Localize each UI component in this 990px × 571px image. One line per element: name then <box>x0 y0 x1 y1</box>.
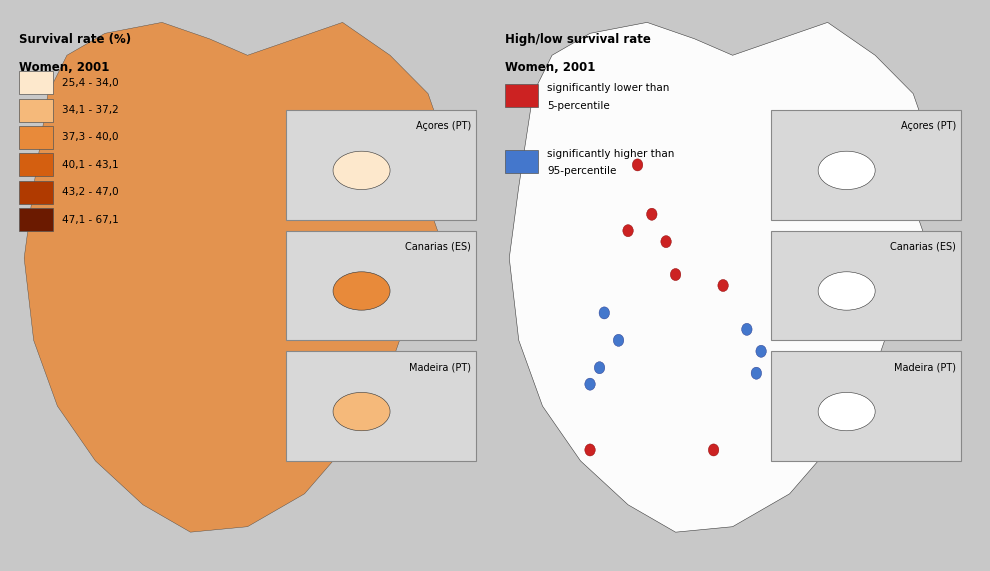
Ellipse shape <box>633 159 643 171</box>
Ellipse shape <box>333 151 390 190</box>
Ellipse shape <box>585 444 595 456</box>
Ellipse shape <box>333 272 390 310</box>
Text: 37,3 - 40,0: 37,3 - 40,0 <box>62 132 119 143</box>
FancyBboxPatch shape <box>770 231 960 340</box>
Polygon shape <box>24 22 447 532</box>
Bar <box>20 208 52 231</box>
Ellipse shape <box>718 279 729 292</box>
Ellipse shape <box>585 378 595 390</box>
Bar <box>20 126 52 149</box>
Text: Women, 2001: Women, 2001 <box>20 61 110 74</box>
Text: significantly lower than: significantly lower than <box>547 83 669 93</box>
Text: 95-percentile: 95-percentile <box>547 167 617 176</box>
Text: Açores (PT): Açores (PT) <box>416 121 471 131</box>
FancyBboxPatch shape <box>285 351 475 461</box>
Ellipse shape <box>333 392 390 431</box>
Text: 40,1 - 43,1: 40,1 - 43,1 <box>62 160 119 170</box>
Ellipse shape <box>614 334 624 347</box>
Ellipse shape <box>818 392 875 431</box>
Polygon shape <box>509 22 933 532</box>
Text: 5-percentile: 5-percentile <box>547 100 610 111</box>
Bar <box>20 99 52 122</box>
Ellipse shape <box>670 268 681 280</box>
Ellipse shape <box>818 151 875 190</box>
Bar <box>20 181 52 204</box>
Ellipse shape <box>756 345 766 357</box>
Text: Survival rate (%): Survival rate (%) <box>20 33 132 46</box>
FancyBboxPatch shape <box>285 110 475 220</box>
Ellipse shape <box>646 208 657 220</box>
FancyBboxPatch shape <box>770 351 960 461</box>
Bar <box>20 154 52 176</box>
Ellipse shape <box>661 236 671 248</box>
Ellipse shape <box>751 367 761 379</box>
FancyBboxPatch shape <box>285 231 475 340</box>
Ellipse shape <box>709 444 719 456</box>
Text: 47,1 - 67,1: 47,1 - 67,1 <box>62 215 119 225</box>
Text: 25,4 - 34,0: 25,4 - 34,0 <box>62 78 119 88</box>
Text: Madeira (PT): Madeira (PT) <box>894 362 956 372</box>
Ellipse shape <box>818 272 875 310</box>
Text: Açores (PT): Açores (PT) <box>901 121 956 131</box>
Ellipse shape <box>599 307 610 319</box>
Ellipse shape <box>742 323 752 335</box>
Text: 43,2 - 47,0: 43,2 - 47,0 <box>62 187 119 198</box>
Text: High/low survival rate: High/low survival rate <box>505 33 650 46</box>
Text: Canarias (ES): Canarias (ES) <box>405 242 471 252</box>
Ellipse shape <box>623 224 634 237</box>
Text: significantly higher than: significantly higher than <box>547 149 674 159</box>
Ellipse shape <box>594 361 605 374</box>
Bar <box>20 71 52 94</box>
Text: Women, 2001: Women, 2001 <box>505 61 595 74</box>
FancyBboxPatch shape <box>770 110 960 220</box>
Text: 34,1 - 37,2: 34,1 - 37,2 <box>62 105 119 115</box>
Text: Canarias (ES): Canarias (ES) <box>890 242 956 252</box>
Bar <box>505 85 538 107</box>
Bar <box>505 150 538 173</box>
Text: Madeira (PT): Madeira (PT) <box>409 362 471 372</box>
